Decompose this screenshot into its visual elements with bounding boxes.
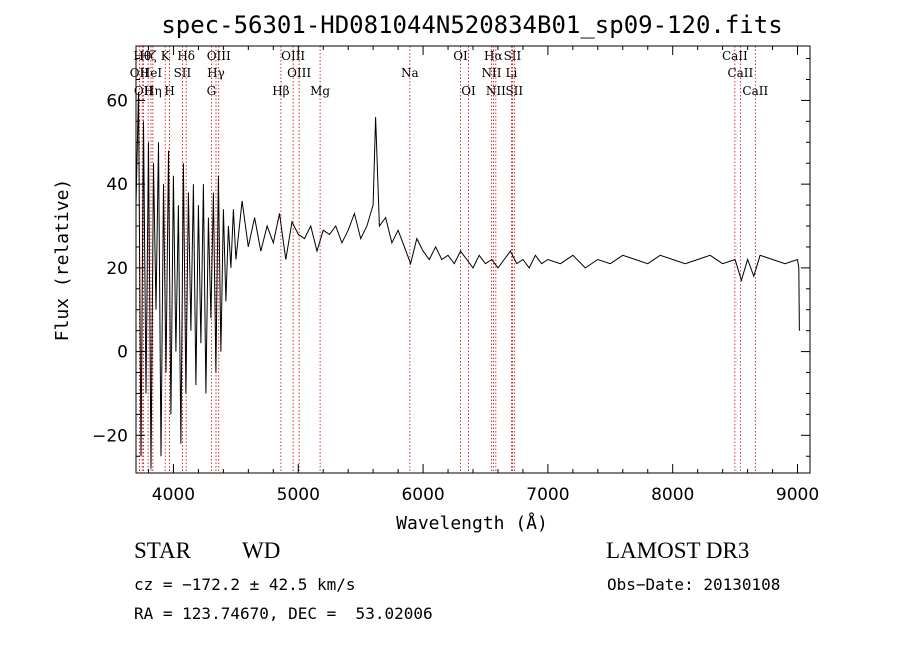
y-tick-label: −20 — [92, 426, 128, 446]
marker-label: NII — [486, 84, 506, 98]
marker-label: OIII — [287, 66, 311, 80]
object-class: STAR — [134, 538, 191, 563]
x-tick-label: 8000 — [651, 485, 694, 505]
marker-label: G — [207, 84, 217, 98]
marker-label: Hθ — [133, 49, 151, 63]
marker-label: HeI — [140, 66, 163, 80]
y-tick-label: 40 — [106, 175, 128, 195]
y-axis-label: Flux (relative) — [52, 179, 73, 342]
x-axis-label: Wavelength (Å) — [396, 512, 548, 534]
x-tick-label: 4000 — [152, 485, 195, 505]
marker-label: OIII — [281, 49, 305, 63]
marker-label: Hδ — [177, 49, 195, 63]
x-tick-label: 5000 — [277, 485, 320, 505]
y-axis: −20 0 20 40 60 — [92, 58, 810, 457]
flux-series-line — [135, 91, 800, 469]
marker-label: OI — [453, 49, 468, 63]
x-axis: 4000 5000 6000 7000 8000 9000 — [147, 46, 819, 505]
marker-label: Li — [506, 66, 518, 80]
marker-label: SII — [174, 66, 192, 80]
marker-label: Hζ — [140, 49, 157, 63]
marker-label: CaII — [727, 66, 753, 80]
marker-label: OII — [130, 66, 150, 80]
marker-label: OI — [461, 84, 476, 98]
y-tick-label: 60 — [106, 91, 128, 111]
marker-label: Hα — [484, 49, 503, 63]
marker-label: Na — [401, 66, 419, 80]
marker-label: SII — [505, 84, 523, 98]
marker-label: H — [164, 84, 174, 98]
marker-label: CaII — [742, 84, 768, 98]
marker-label: CaII — [722, 49, 748, 63]
marker-label: K — [161, 49, 171, 63]
object-subclass: WD — [242, 538, 281, 563]
marker-label: Hβ — [272, 84, 289, 98]
marker-label: SII — [504, 49, 522, 63]
marker-label: Mg — [310, 84, 330, 98]
marker-label: OIII — [207, 49, 231, 63]
marker-label: Hη — [144, 84, 162, 98]
ra-dec-coordinates: RA = 123.74670, DEC = 53.02006 — [134, 604, 433, 623]
chart-title: spec-56301-HD081044N520834B01_sp09-120.f… — [161, 11, 782, 39]
plot-frame — [135, 45, 811, 474]
y-tick-label: 20 — [106, 259, 128, 279]
redshift-velocity: cz = −172.2 ± 42.5 km/s — [134, 575, 356, 594]
x-tick-label: 6000 — [401, 485, 444, 505]
observation-date: Obs−Date: 20130108 — [607, 575, 781, 594]
x-tick-label: 9000 — [776, 485, 819, 505]
marker-label: NII — [481, 66, 501, 80]
marker-label: Hγ — [207, 66, 225, 80]
survey-name: LAMOST DR3 — [606, 538, 750, 563]
y-tick-label: 0 — [117, 343, 128, 363]
x-tick-label: 7000 — [526, 485, 569, 505]
series-group — [135, 91, 800, 469]
